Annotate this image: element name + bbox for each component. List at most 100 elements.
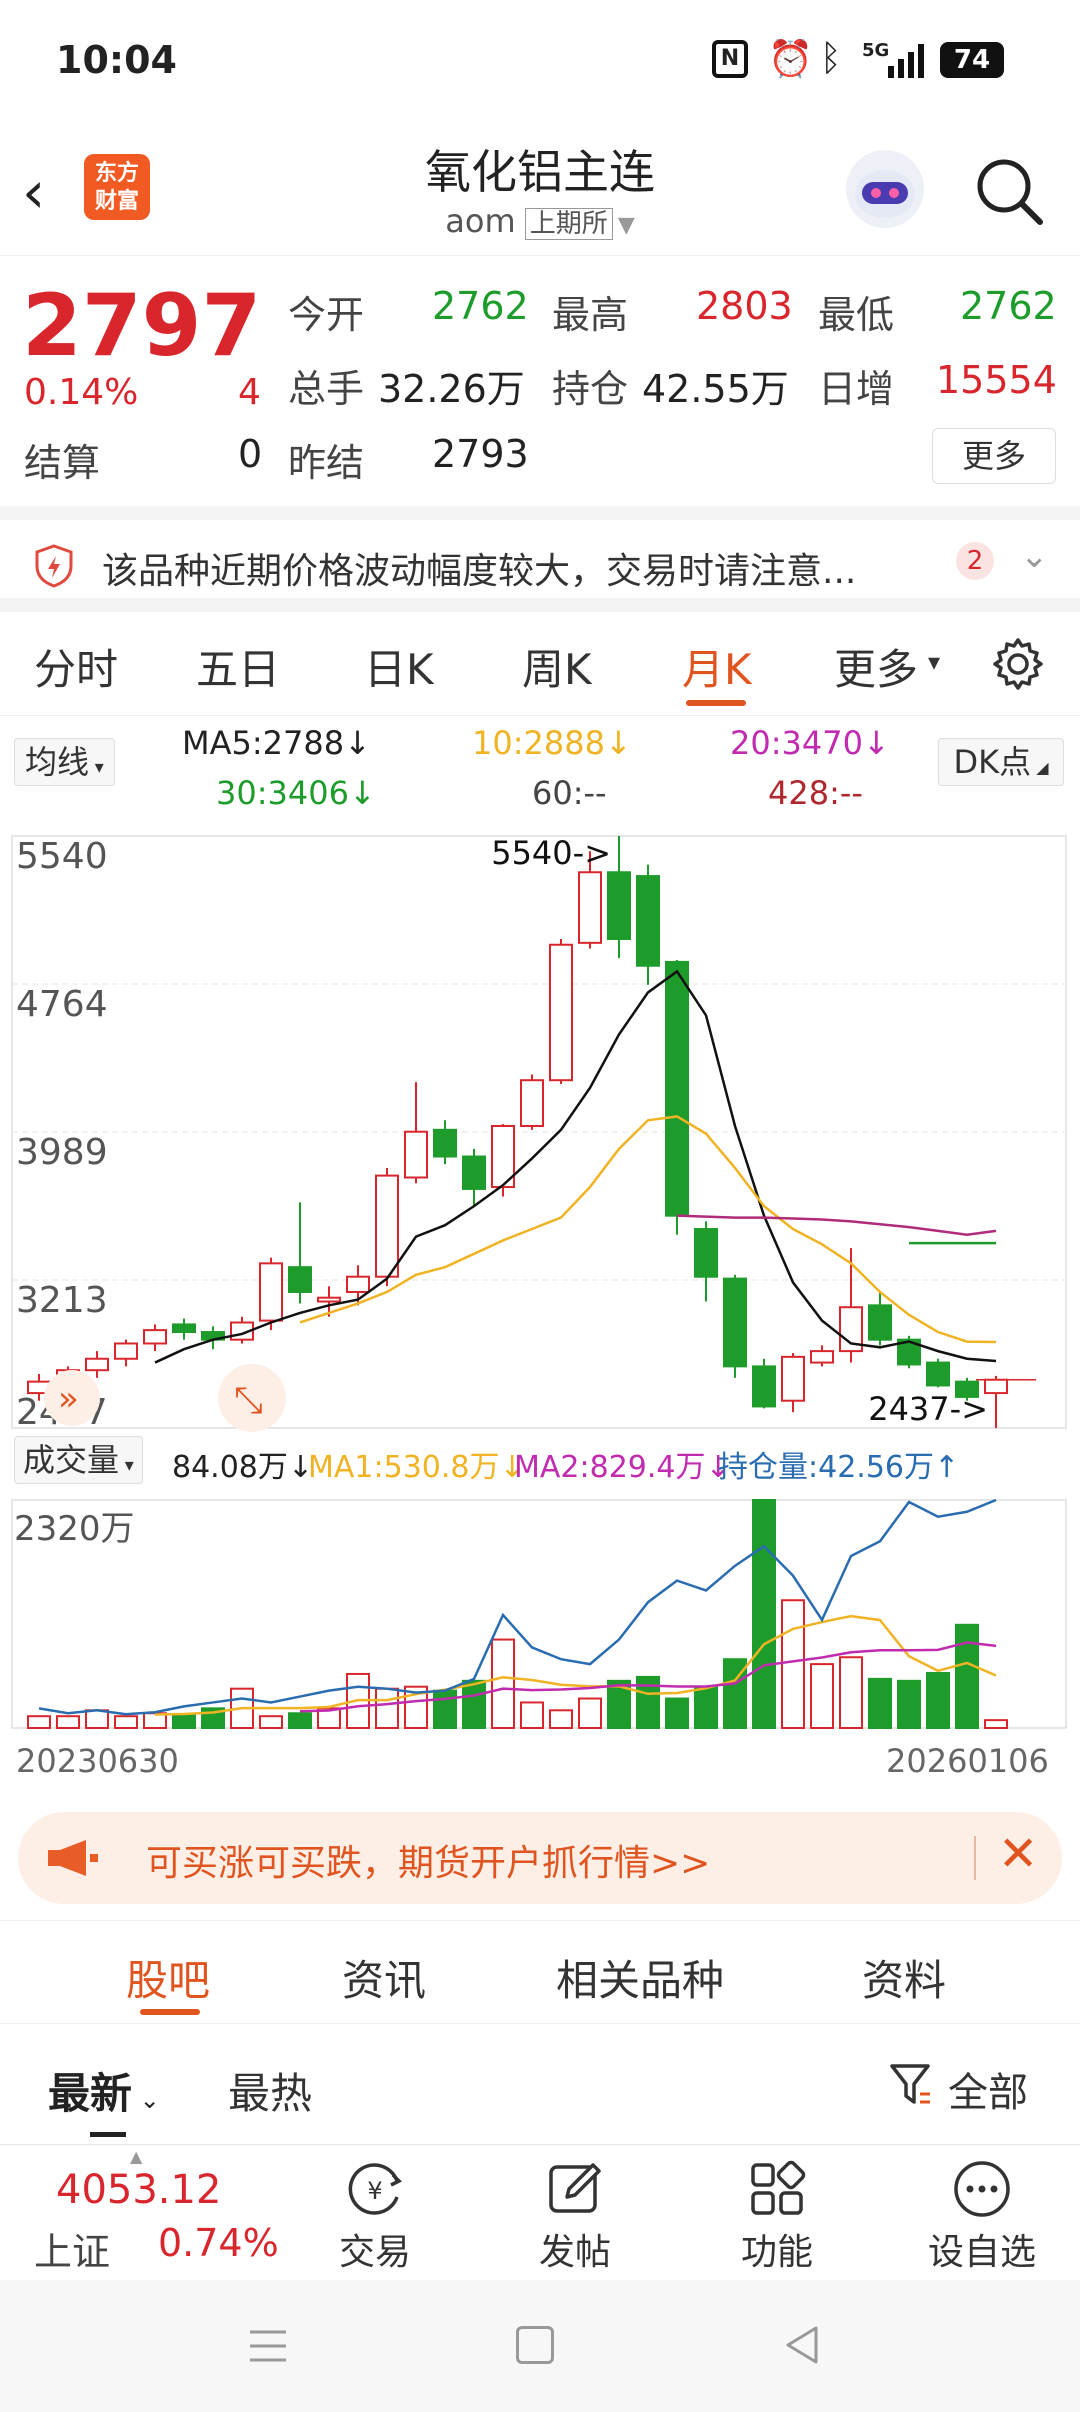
back-icon[interactable]: ‹ (22, 158, 46, 226)
robot-assistant-icon[interactable] (846, 150, 924, 228)
date-end: 20260106 (886, 1742, 1049, 1780)
svg-text:¥: ¥ (367, 2177, 382, 2205)
ma10-line (299, 1115, 997, 1344)
volume-bar (810, 1663, 834, 1730)
candle-body (259, 1262, 283, 1322)
prev-settle-value: 2793 (432, 432, 529, 476)
open-label: 今开 (288, 293, 365, 337)
settings-gear-icon[interactable] (990, 636, 1046, 692)
ma428-value: 428:-- (768, 774, 863, 812)
dayinc-value: 15554 (936, 358, 1057, 402)
tab-daily-k[interactable]: 日K (364, 645, 434, 694)
filter-all[interactable]: 全部 (948, 2070, 1028, 2116)
tab-profile[interactable]: 资料 (862, 1956, 947, 2005)
oi-label: 持仓 (552, 367, 629, 411)
edit-icon (549, 2163, 601, 2213)
notice-count-badge: 2 (956, 542, 994, 580)
sort-latest[interactable]: 最新 ⌄ (48, 2069, 160, 2118)
volume-bar (27, 1715, 51, 1729)
candle-body (955, 1380, 979, 1398)
candle-body (607, 871, 631, 941)
ma60-value: 60:-- (532, 774, 607, 812)
nav-functions[interactable]: 功能 (722, 2145, 832, 2281)
ad-banner[interactable]: 可买涨可买跌，期货开户抓行情>> ✕ (18, 1812, 1062, 1904)
volume-chart[interactable]: 2320万 (0, 1492, 1080, 1732)
nav-watchlist[interactable]: 设自选 (912, 2145, 1052, 2281)
caret-down-icon: ▾ (928, 648, 941, 676)
tab-forum[interactable]: 股吧 (126, 1956, 211, 2005)
high-value: 2803 (696, 284, 793, 328)
volume-bar (578, 1697, 602, 1730)
volume-indicator-selector[interactable]: 成交量 ▾ (14, 1436, 143, 1484)
candle-body (520, 1079, 544, 1127)
candle-body (897, 1338, 921, 1366)
bluetooth-icon: ᛒ (820, 38, 842, 79)
system-nav-bar (0, 2280, 1080, 2412)
volume-value: 32.26万 (378, 367, 525, 411)
volume-bar (752, 1499, 776, 1729)
risk-notice[interactable]: 该品种近期价格波动幅度较大，交易时请注意... 2 ⌄ (0, 506, 1080, 612)
back-nav-icon[interactable] (782, 2324, 822, 2366)
tab-news[interactable]: 资讯 (342, 1956, 427, 2005)
price-tick-label: 4764 (16, 984, 108, 1025)
price-tick-label: 5540 (16, 836, 108, 877)
tab-intraday[interactable]: 分时 (34, 645, 119, 694)
tab-monthly-k[interactable]: 月K (682, 645, 752, 694)
active-tab-indicator (686, 700, 746, 706)
dk-button[interactable]: DK点 ◢ (938, 738, 1064, 786)
candle-body (694, 1228, 718, 1278)
candle-body (172, 1323, 196, 1334)
menu-icon[interactable] (248, 2328, 288, 2364)
signal-label: 5G (862, 40, 890, 61)
nav-trade[interactable]: ¥ 交易 (320, 2145, 430, 2281)
expand-left-icon (44, 1370, 100, 1426)
filter-icon[interactable] (888, 2060, 932, 2108)
chevron-down-icon[interactable]: ⌄ (1020, 536, 1049, 576)
candle-body (317, 1296, 341, 1303)
volume-bar (56, 1715, 80, 1729)
low-marker-label: 2437-> (868, 1390, 988, 1428)
volume-bar (636, 1675, 660, 1729)
search-icon[interactable] (974, 156, 1044, 226)
nav-post[interactable]: 发帖 (520, 2145, 630, 2281)
tab-more[interactable]: 更多 (834, 645, 919, 694)
index-value: 4053.12 (56, 2167, 222, 2213)
ma10-value: 10:2888↓ (472, 724, 632, 762)
tab-weekly-k[interactable]: 周K (522, 645, 592, 694)
contract-code: aom (445, 202, 516, 240)
ma20-value: 20:3470↓ (730, 724, 890, 762)
tab-five-day[interactable]: 五日 (196, 645, 281, 694)
volume-bar (114, 1715, 138, 1729)
volume-bar (317, 1707, 341, 1730)
index-ticker[interactable]: ▲ 4053.12 上证 0.74% (0, 2145, 300, 2281)
close-icon[interactable]: ✕ (998, 1826, 1039, 1882)
app-logo: 东方 财富 (84, 154, 150, 220)
kline-chart[interactable]: 554047643989321324375540->2437->»⤡ (0, 816, 1080, 1556)
candle-body (143, 1329, 167, 1345)
volume-bar (433, 1689, 457, 1729)
oi-value: 42.55万 (642, 367, 789, 411)
fullscreen-icon: ⤡ (234, 1380, 263, 1421)
tab-related[interactable]: 相关品种 (556, 1956, 725, 2005)
candle-body (85, 1357, 109, 1372)
candle-body (462, 1155, 486, 1190)
change-value: 4 (238, 372, 261, 413)
ad-divider (974, 1836, 976, 1880)
contract-code-row[interactable]: aom 上期所 ▼ (300, 202, 780, 240)
candle-body (752, 1365, 776, 1408)
expand-left-icon: » (58, 1379, 79, 1419)
price-tick-label: 3213 (16, 1280, 108, 1321)
ma5-line (154, 969, 997, 1364)
ma-selector[interactable]: 均线 ▾ (14, 738, 115, 786)
volume-bar (955, 1623, 979, 1729)
sort-hot[interactable]: 最热 (228, 2069, 313, 2118)
volume-bar (520, 1701, 544, 1729)
notice-text: 该品种近期价格波动幅度较大，交易时请注意... (102, 551, 857, 592)
more-button[interactable]: 更多 (932, 428, 1056, 484)
low-value: 2762 (960, 284, 1057, 328)
candle-body (723, 1277, 747, 1368)
volume-ma2: MA2:829.4万↓ (514, 1450, 731, 1485)
open-value: 2762 (432, 284, 529, 328)
low-label: 最低 (818, 293, 895, 337)
home-icon[interactable] (516, 2326, 554, 2364)
